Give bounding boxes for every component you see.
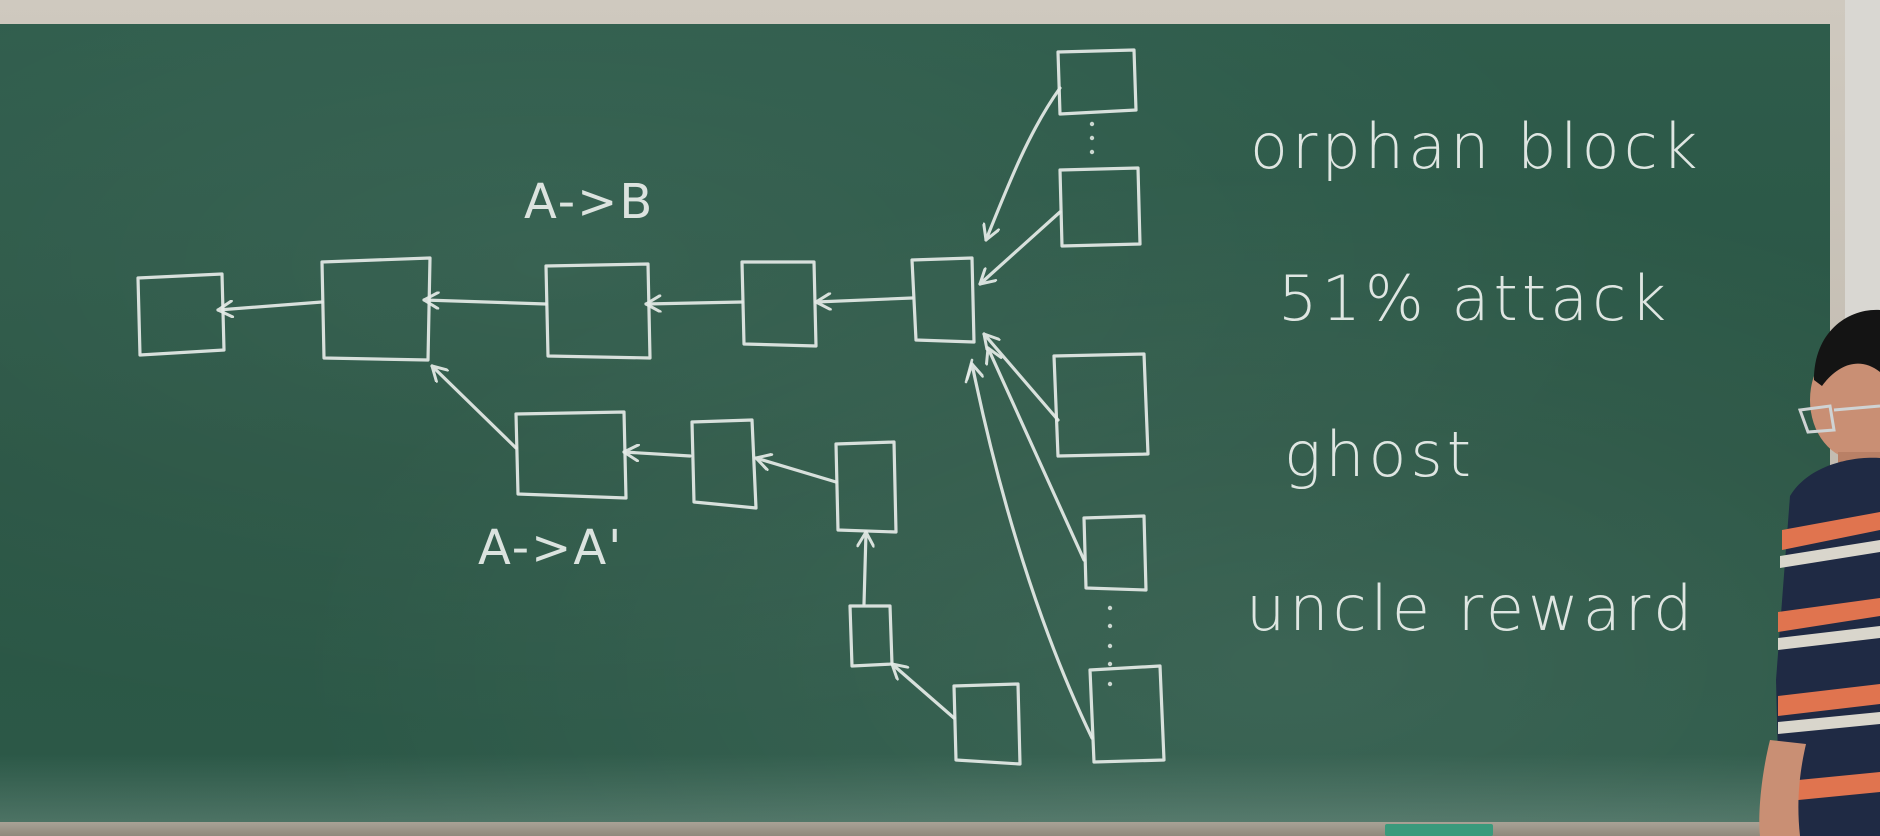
arrow-fork-3-2: [754, 458, 838, 484]
arrow-right-3-main-5: [982, 332, 1060, 422]
transaction-label-bottom: A->A': [478, 520, 624, 576]
arrow-right-4-main-5: [988, 346, 1086, 562]
arrow-stub: [964, 358, 974, 384]
chalkboard: [0, 24, 1830, 824]
block-fork-3: [834, 440, 898, 534]
transaction-label-top: A->B: [524, 174, 655, 230]
term-uncle-reward: uncle reward: [1246, 572, 1697, 645]
presenter-hair: [1814, 309, 1880, 386]
term-ghost: ghost: [1284, 418, 1476, 491]
block-right-2: [1058, 166, 1142, 248]
presenter: [1759, 309, 1880, 836]
arrow-main-3-2: [422, 300, 548, 304]
block-main-5: [910, 256, 976, 344]
block-right-3: [1052, 352, 1150, 458]
arrow-fork-1-main-2: [430, 364, 518, 450]
term-51-attack: 51% attack: [1278, 262, 1671, 335]
block-main-4: [740, 260, 818, 348]
arrow-main-4-3: [644, 302, 744, 304]
presenter-arm: [1759, 740, 1806, 836]
block-right-1: [1056, 48, 1138, 116]
block-fork-2: [690, 418, 758, 510]
arrow-main-5-4: [814, 298, 914, 302]
block-fork-4: [848, 604, 894, 668]
block-main-2: [320, 256, 432, 362]
term-orphan-block: orphan block: [1250, 110, 1702, 183]
arrow-fork-5-4: [890, 662, 956, 720]
arrow-fork-2-1: [622, 452, 692, 456]
chalk-dust: [0, 754, 1830, 824]
chalk-ledge: [0, 822, 1845, 836]
block-right-5: [1088, 664, 1166, 764]
arrow-fork-4-3: [864, 530, 866, 606]
block-right-4: [1082, 514, 1148, 592]
arrow-right-1-main-5: [986, 86, 1062, 242]
arrow-right-2-main-5: [978, 210, 1062, 286]
block-main-1: [136, 272, 226, 357]
block-main-3: [544, 262, 652, 360]
eraser: [1385, 824, 1493, 836]
block-fork-1: [514, 410, 628, 500]
arrow-right-5-main-5: [972, 362, 1094, 740]
block-fork-5: [952, 682, 1022, 766]
glasses-icon: [1797, 404, 1880, 434]
arrow-main-2-1: [216, 302, 324, 310]
